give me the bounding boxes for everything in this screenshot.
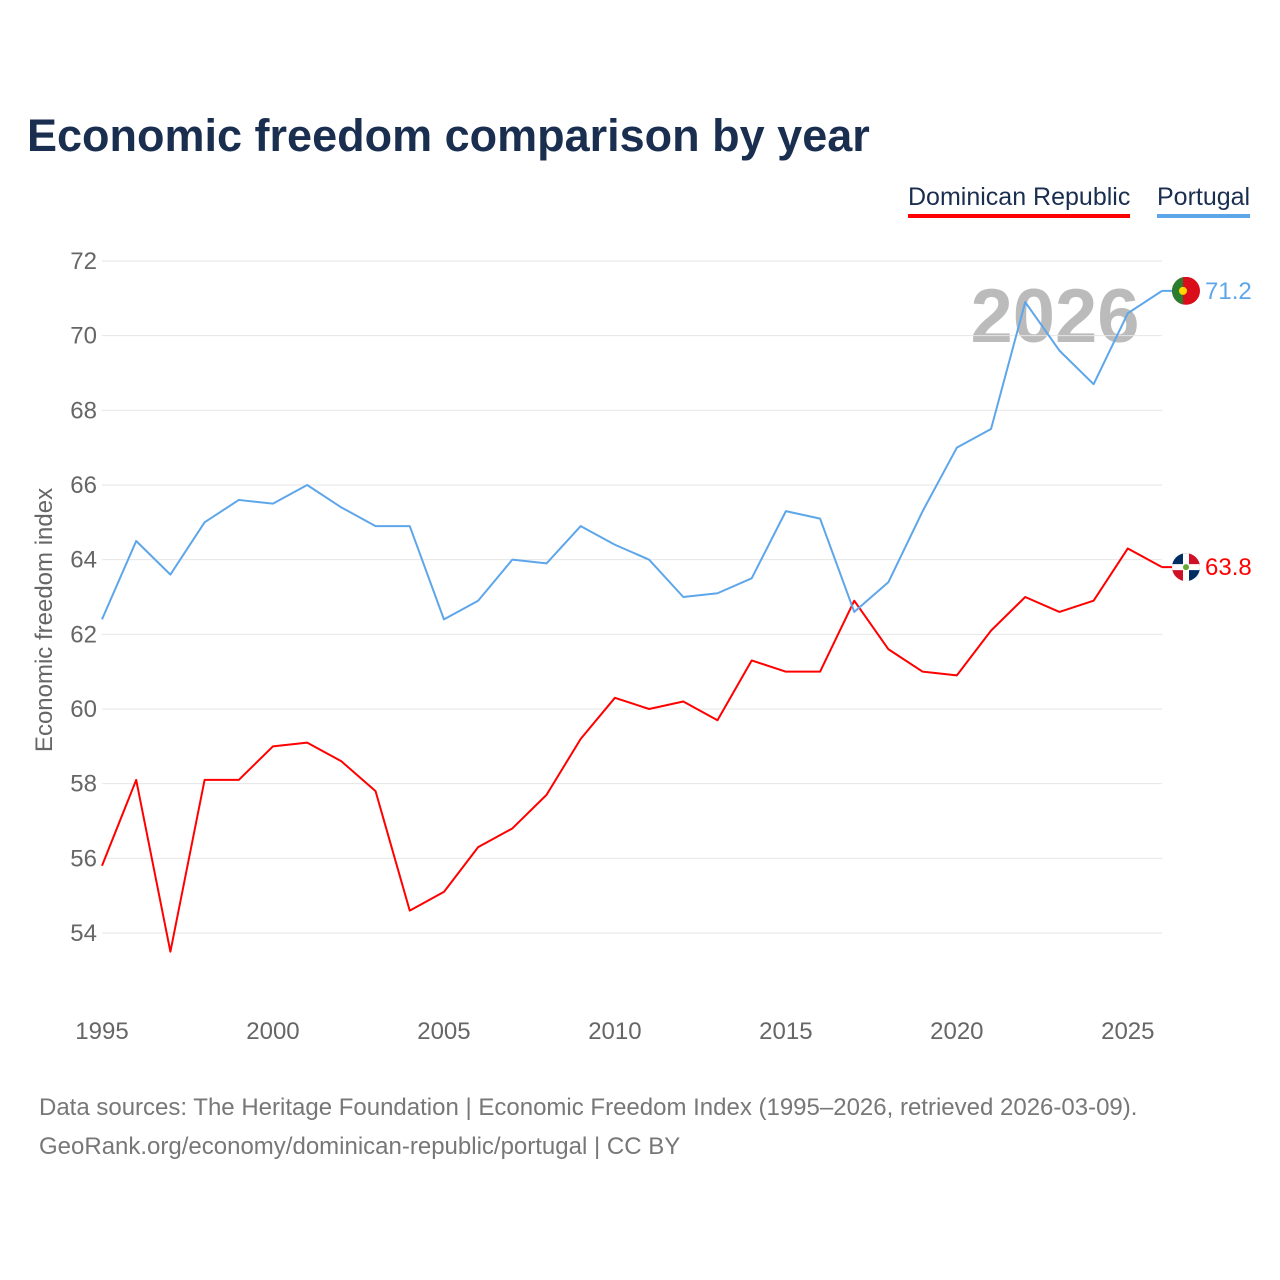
y-tick-label: 68 [70, 397, 97, 424]
y-tick-label: 64 [70, 547, 97, 574]
footer-link[interactable]: GeoRank.org/economy/dominican-republic/p… [39, 1133, 681, 1160]
y-tick-label: 72 [70, 248, 97, 275]
legend-dominican-republic[interactable]: Dominican Republic [908, 183, 1131, 218]
y-tick-label: 62 [70, 621, 97, 648]
x-tick-label: 2000 [246, 1018, 299, 1045]
y-tick-label: 66 [70, 472, 97, 499]
x-tick-label: 1995 [75, 1018, 128, 1045]
y-tick-label: 56 [70, 845, 97, 872]
footer-sources: Data sources: The Heritage Foundation | … [39, 1094, 1138, 1121]
end-value-label: 63.8 [1205, 554, 1252, 581]
series-line-portugal [101, 290, 1163, 621]
y-axis-label: Economic freedom index [31, 488, 58, 752]
y-tick-label: 58 [70, 771, 97, 798]
x-tick-label: 2005 [417, 1018, 470, 1045]
x-tick-label: 2015 [759, 1018, 812, 1045]
chart-title: Economic freedom comparison by year [27, 110, 870, 161]
dominican-republic-flag-icon [1172, 553, 1200, 582]
end-value-label: 71.2 [1205, 278, 1252, 305]
series-line-dominican-republic [101, 547, 1163, 953]
legend-portugal[interactable]: Portugal [1157, 183, 1251, 218]
x-tick-label: 2025 [1101, 1018, 1154, 1045]
footer: Data sources: The Heritage Foundation | … [39, 1088, 1137, 1166]
x-tick-label: 2020 [930, 1018, 983, 1045]
x-tick-label: 2010 [588, 1018, 641, 1045]
y-tick-label: 54 [70, 920, 97, 947]
y-tick-label: 70 [70, 323, 97, 350]
y-tick-label: 60 [70, 696, 97, 723]
year-watermark: 2026 [970, 274, 1139, 359]
portugal-flag-icon [1172, 276, 1200, 305]
